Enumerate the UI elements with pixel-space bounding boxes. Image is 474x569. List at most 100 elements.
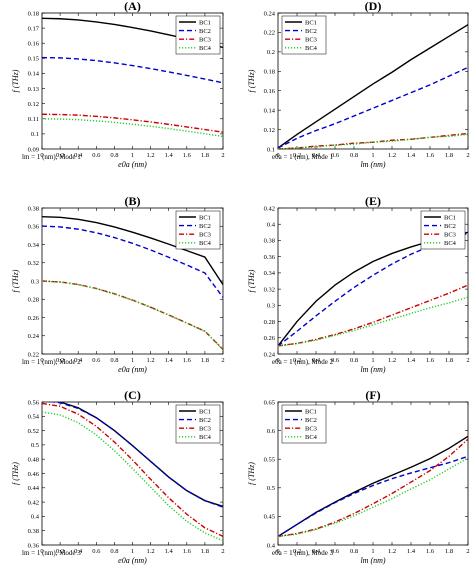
y-tick-label: 0.24	[264, 10, 276, 17]
y-tick-label: 0.28	[28, 297, 39, 304]
x-tick-label: 0.4	[74, 548, 83, 555]
legend-label-bc4: BC4	[199, 240, 212, 247]
x-tick-label: 1.4	[407, 357, 416, 364]
series-line-bc3	[42, 280, 223, 350]
panel-d: (D) 0 0.2 0.4 0.6 0.8 1 1.2 1.4 1.6 1.8 2 0.1 0.12 0.1…	[247, 0, 470, 169]
legend-label-bc4: BC4	[199, 434, 212, 441]
y-tick-label: 0.44	[28, 485, 40, 492]
y-tick-label: 0.34	[28, 242, 40, 249]
y-tick-label: 0.5	[267, 485, 275, 492]
x-tick-label: 0.2	[56, 548, 64, 555]
y-tick-label: 0.46	[28, 471, 40, 478]
panel-title: (C)	[124, 388, 141, 402]
series-line-bc4	[42, 280, 223, 351]
legend-label-bc3: BC3	[444, 232, 456, 239]
y-tick-label: 0.56	[28, 399, 40, 406]
y-tick-label: 0.32	[28, 260, 39, 267]
y-tick-label: 0.12	[264, 127, 275, 134]
x-tick-label: 1.8	[445, 152, 453, 159]
x-tick-label: 1.4	[407, 548, 416, 555]
x-tick-label: 0.6	[92, 357, 101, 364]
x-tick-label: 0.6	[331, 357, 340, 364]
y-tick-label: 0.38	[28, 205, 39, 212]
x-tick-label: 1.2	[388, 548, 396, 555]
x-tick-label: 0	[40, 357, 43, 364]
y-tick-label: 0.55	[264, 457, 275, 464]
y-tick-label: 0.4	[267, 542, 276, 549]
series-line-bc2	[42, 225, 223, 298]
legend-label-bc2: BC2	[305, 417, 317, 424]
legend-label-bc1: BC1	[199, 214, 211, 221]
y-tick-label: 0.09	[28, 146, 39, 153]
x-tick-label: 1.8	[445, 548, 453, 555]
legend-label-bc1: BC1	[305, 19, 317, 26]
panel-title: (F)	[365, 388, 380, 402]
x-tick-label: 0.4	[74, 357, 83, 364]
x-tick-label: 2	[221, 357, 224, 364]
y-tick-label: 0.18	[28, 10, 39, 17]
panel-e: (E) 0 0.2 0.4 0.6 0.8 1 1.2 1.4 1.6 1.8 2 0.24 0.26 0.…	[247, 194, 470, 374]
y-tick-label: 0.1	[31, 131, 39, 138]
chart-annotation: lm = 1 (nm), Mode 3	[22, 549, 81, 557]
legend-label-bc3: BC3	[305, 37, 317, 44]
panel-title: (D)	[365, 0, 382, 13]
legend-label-bc4: BC4	[199, 45, 212, 52]
y-tick-label: 0.1	[267, 146, 275, 153]
x-tick-label: 1.4	[407, 152, 416, 159]
y-tick-label: 0.15	[28, 56, 39, 63]
series-line-bc3	[278, 132, 468, 149]
y-tick-label: 0.26	[28, 315, 40, 322]
x-tick-label: 1.2	[147, 152, 155, 159]
panel-title: (B)	[125, 194, 141, 208]
series-line-bc4	[278, 457, 468, 538]
legend-label-bc2: BC2	[199, 417, 211, 424]
x-tick-label: 1.4	[165, 548, 174, 555]
y-tick-label: 0.5	[31, 442, 39, 449]
y-tick-label: 0.17	[28, 25, 40, 32]
x-tick-label: 1.8	[445, 357, 453, 364]
panel-b: (B) 0 0.2 0.4 0.6 0.8 1 1.2 1.4 1.6 1.8 2 0.22 0.24 0.…	[11, 194, 225, 374]
series-line-bc4	[42, 118, 223, 138]
x-axis-label: e0a (nm)	[118, 160, 147, 169]
x-tick-label: 2	[466, 152, 469, 159]
legend-label-bc4: BC4	[305, 45, 318, 52]
x-tick-label: 0.6	[92, 548, 101, 555]
y-tick-label: 0.14	[28, 71, 40, 78]
y-tick-label: 0.38	[28, 528, 39, 535]
x-tick-label: 0.4	[312, 357, 321, 364]
y-tick-label: 0.42	[264, 205, 275, 212]
y-axis-label: f (THz)	[247, 69, 256, 92]
x-tick-label: 1.8	[201, 152, 209, 159]
series-line-bc2	[48, 402, 223, 508]
x-tick-label: 1.2	[388, 152, 396, 159]
x-tick-label: 2	[221, 548, 224, 555]
legend-label-bc4: BC4	[305, 434, 318, 441]
legend-label-bc3: BC3	[199, 426, 211, 433]
y-tick-label: 0.13	[28, 86, 39, 93]
legend-label-bc1: BC1	[305, 408, 317, 415]
x-tick-label: 0.2	[56, 152, 64, 159]
y-tick-label: 0.42	[28, 499, 39, 506]
x-tick-label: 1	[131, 152, 134, 159]
chart-annotation: e0a = 1 (nm), Mode 3	[272, 549, 334, 557]
chart-annotation: lm = 1 (nm), Mode 1	[22, 153, 81, 161]
panel-title: (E)	[365, 194, 381, 208]
x-tick-label: 1.6	[183, 357, 192, 364]
x-tick-label: 1.2	[147, 548, 155, 555]
x-axis-label: lm (nm)	[360, 365, 385, 374]
x-tick-label: 0.2	[293, 152, 301, 159]
x-tick-label: 0.8	[350, 152, 358, 159]
series-line-bc2	[278, 232, 468, 347]
x-tick-label: 1.6	[426, 548, 435, 555]
y-tick-label: 0.4	[31, 514, 40, 521]
series-line-bc2	[278, 455, 468, 538]
x-tick-label: 0.8	[350, 548, 358, 555]
y-tick-label: 0.48	[28, 457, 39, 464]
x-tick-label: 1	[371, 152, 374, 159]
x-axis-label: lm (nm)	[360, 556, 385, 565]
x-tick-label: 0.8	[110, 152, 118, 159]
